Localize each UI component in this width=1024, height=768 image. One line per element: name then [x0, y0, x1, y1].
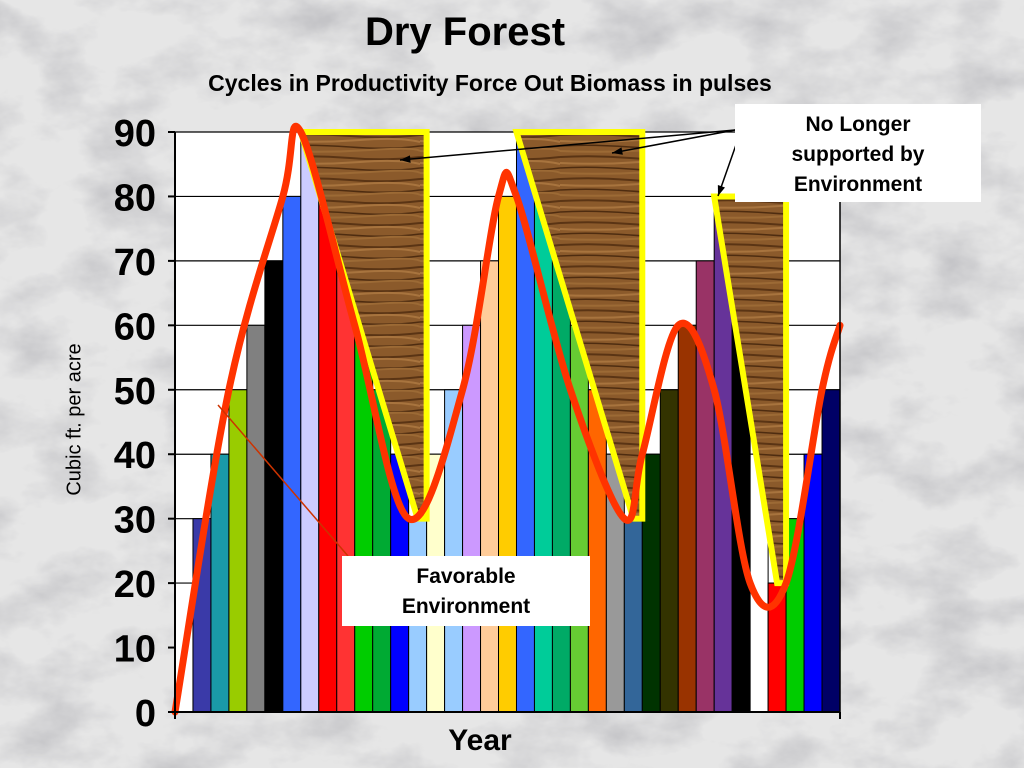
bar	[695, 260, 715, 713]
bar	[677, 324, 697, 713]
bar	[318, 195, 338, 713]
wood-texture-triangle	[512, 129, 646, 522]
bar	[659, 389, 679, 713]
y-tick-label: 80	[114, 177, 156, 219]
y-tick-label: 10	[114, 629, 156, 671]
bar	[246, 324, 266, 713]
bar	[480, 260, 500, 713]
x-axis-label: Year	[448, 724, 512, 757]
y-tick-label: 90	[114, 113, 156, 155]
callout-pointer-favorable	[217, 404, 349, 557]
callout-arrow-head	[612, 147, 623, 155]
bar	[623, 518, 643, 713]
bar	[587, 389, 607, 713]
bar	[498, 195, 517, 713]
callout-line: Favorable	[416, 565, 516, 588]
callout-arrow	[399, 129, 736, 161]
bar	[264, 260, 284, 713]
bar	[282, 195, 302, 713]
y-tick-label: 70	[114, 242, 156, 284]
chart-subtitle: Cycles in Productivity Force Out Biomass…	[208, 70, 772, 96]
trend-curve	[171, 122, 844, 716]
callout-line: No Longer	[805, 113, 911, 136]
y-axis-label: Cubic ft. per acre	[63, 343, 86, 496]
y-tick-label: 30	[114, 500, 156, 542]
y-tick-label: 60	[114, 306, 156, 348]
chart-title: Dry Forest	[364, 10, 566, 54]
bar	[228, 389, 248, 713]
callout-line: Environment	[793, 173, 923, 196]
callout-favorable-environment: Favorable Environment	[342, 556, 590, 626]
callout-arrow-head	[717, 185, 725, 196]
callout-line: Environment	[401, 595, 531, 618]
y-tick-label: 40	[114, 435, 156, 477]
bar	[569, 324, 589, 713]
bar	[300, 131, 320, 713]
callout-arrow-head	[400, 155, 411, 163]
y-tick-label: 50	[114, 371, 156, 413]
y-tick-label: 0	[135, 693, 156, 735]
callout-arrow	[611, 129, 736, 154]
bar	[821, 389, 841, 713]
y-tick-label: 20	[114, 564, 156, 606]
callout-no-longer-supported: No Longer supported by Environment	[735, 104, 981, 202]
callout-line: supported by	[791, 143, 925, 166]
